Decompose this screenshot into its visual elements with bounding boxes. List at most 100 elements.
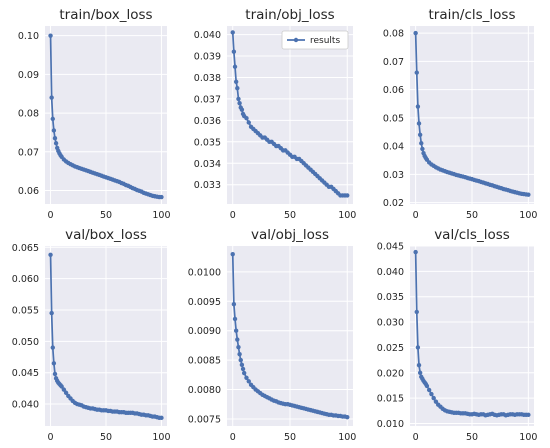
y-tick-label: 0.02 [383, 198, 404, 209]
data-point [233, 328, 239, 333]
data-point [239, 362, 245, 368]
y-tick-label: 0.07 [18, 147, 39, 158]
data-point [415, 104, 421, 109]
y-tick-label: 0.0090 [188, 326, 221, 337]
x-tick-label: 0 [413, 210, 419, 221]
y-tick-label: 0.038 [194, 73, 221, 84]
subplot-6: val/cls_loss 0 50 100 0.010 0.015 0.020 0.025 0.… [377, 227, 538, 443]
subplot-5: val/obj_loss 0 50 100 0.0075 0.0080 0.0085 0.00… [188, 227, 357, 443]
legend: results [281, 30, 349, 50]
subplot-title: train/box_loss [59, 7, 152, 23]
y-tick-label: 0.040 [12, 400, 39, 411]
subplot-1: train/box_loss 0 50 100 0.06 0.07 0.08 0.09 0.10 [18, 7, 171, 221]
data-point [48, 252, 53, 257]
x-tick-label: 50 [100, 432, 112, 443]
y-tick-label: 0.035 [194, 137, 221, 148]
data-point [246, 379, 251, 384]
subplot-2: train/obj_loss 0 50 100 0.033 0.034 0.035 0.036… [194, 7, 357, 221]
y-tick-label: 0.030 [377, 318, 404, 329]
data-point [235, 85, 240, 91]
y-tick-label: 0.0075 [188, 414, 221, 425]
data-point [526, 192, 531, 197]
data-point [244, 375, 249, 380]
data-point [52, 371, 58, 377]
y-tick-label: 0.0080 [188, 385, 221, 396]
data-point [426, 387, 432, 393]
subplot-title: train/cls_loss [428, 7, 515, 23]
data-point [159, 415, 164, 421]
data-point [345, 193, 350, 198]
y-tick-label: 0.035 [377, 292, 404, 303]
data-point [237, 352, 242, 357]
x-tick-label: 50 [466, 210, 478, 221]
data-point [236, 344, 241, 350]
data-point [416, 121, 422, 126]
y-tick-label: 0.065 [12, 243, 39, 254]
y-tick-label: 0.036 [194, 116, 221, 127]
data-point [244, 116, 249, 121]
subplot-title: val/obj_loss [251, 227, 329, 243]
y-tick-label: 0.060 [12, 274, 39, 285]
subplot-3: train/cls_loss 0 50 100 0.02 0.03 0.04 0.05 0.06… [383, 7, 538, 221]
data-point [414, 309, 419, 315]
data-point [413, 30, 418, 36]
y-tick-label: 0.040 [194, 30, 221, 41]
data-point [48, 33, 53, 38]
x-tick-label: 100 [519, 210, 537, 221]
legend-marker [293, 37, 299, 43]
y-tick-label: 0.08 [18, 109, 39, 120]
data-point [235, 337, 240, 342]
y-tick-label: 0.015 [377, 394, 404, 405]
data-point [51, 128, 57, 133]
data-point [50, 345, 55, 350]
x-tick-label: 100 [152, 210, 170, 221]
x-tick-label: 50 [100, 210, 112, 221]
x-tick-label: 0 [230, 432, 236, 443]
data-point [413, 249, 418, 255]
y-tick-label: 0.045 [377, 242, 404, 253]
x-tick-label: 50 [284, 432, 296, 443]
y-tick-label: 0.040 [377, 267, 404, 278]
data-point [231, 302, 237, 307]
x-tick-label: 0 [413, 432, 419, 443]
y-tick-label: 0.020 [377, 368, 404, 379]
y-tick-label: 0.0100 [188, 267, 221, 278]
data-point [236, 96, 241, 102]
y-tick-label: 0.050 [12, 337, 39, 348]
y-tick-label: 0.0085 [188, 356, 221, 367]
data-point [526, 412, 531, 418]
x-tick-label: 100 [519, 432, 537, 443]
data-point [49, 310, 54, 316]
data-point [63, 390, 69, 395]
y-tick-label: 0.06 [383, 85, 404, 96]
data-point [417, 370, 423, 375]
subplot-4: val/box_loss 0 50 100 0.040 0.045 0.050 0.055 0.… [12, 227, 171, 443]
legend-label: results [310, 36, 340, 46]
y-tick-label: 0.0095 [188, 297, 221, 308]
data-point [239, 107, 245, 112]
y-tick-label: 0.09 [18, 70, 39, 81]
y-tick-label: 0.07 [383, 57, 404, 68]
data-point [419, 141, 424, 146]
data-point [232, 316, 238, 322]
data-point [433, 399, 439, 404]
data-point [53, 141, 59, 146]
data-point [230, 30, 235, 35]
x-tick-label: 50 [466, 432, 478, 443]
y-tick-label: 0.045 [12, 368, 39, 379]
data-point [52, 136, 58, 141]
x-tick-label: 0 [48, 432, 54, 443]
x-tick-label: 50 [284, 210, 296, 221]
x-tick-label: 100 [338, 210, 356, 221]
y-tick-label: 0.08 [383, 29, 404, 40]
data-point [159, 194, 164, 200]
y-tick-label: 0.034 [194, 159, 221, 170]
x-tick-label: 100 [338, 432, 356, 443]
data-point [231, 49, 237, 54]
subplot-title: train/obj_loss [245, 7, 334, 23]
data-point [429, 391, 434, 397]
data-point [233, 79, 239, 84]
y-tick-label: 0.04 [383, 142, 404, 153]
y-tick-label: 0.033 [194, 180, 221, 191]
